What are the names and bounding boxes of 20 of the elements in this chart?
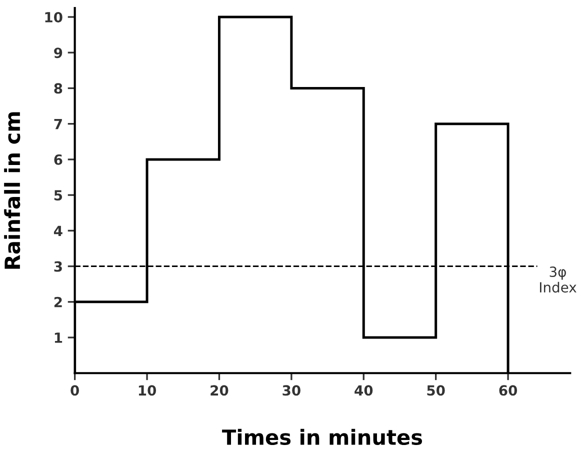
x-tick-label: 60 bbox=[499, 385, 518, 396]
x-tick-label: 40 bbox=[354, 385, 373, 396]
y-tick-label: 1 bbox=[54, 332, 62, 343]
y-tick-label: 6 bbox=[54, 154, 62, 165]
y-tick-label: 2 bbox=[54, 296, 62, 308]
x-tick-label: 30 bbox=[282, 385, 300, 396]
ref-line-label: 3φ Index bbox=[540, 266, 576, 293]
y-tick-label: 8 bbox=[54, 83, 62, 94]
y-tick-label: 4 bbox=[54, 226, 62, 236]
y-tick-label: 3 bbox=[54, 261, 62, 272]
x-axis-title: Times in minutes bbox=[222, 428, 422, 446]
x-tick-label: 20 bbox=[210, 385, 228, 396]
y-tick-label: 10 bbox=[45, 12, 62, 22]
x-tick-label: 50 bbox=[427, 385, 445, 396]
x-tick-label: 10 bbox=[138, 385, 156, 396]
y-tick-label: 7 bbox=[54, 118, 62, 130]
y-axis-title: Rainfall in cm bbox=[4, 112, 20, 269]
y-tick-label: 9 bbox=[54, 48, 62, 58]
x-tick-label: 0 bbox=[70, 385, 79, 396]
y-tick-label: 5 bbox=[54, 190, 62, 201]
